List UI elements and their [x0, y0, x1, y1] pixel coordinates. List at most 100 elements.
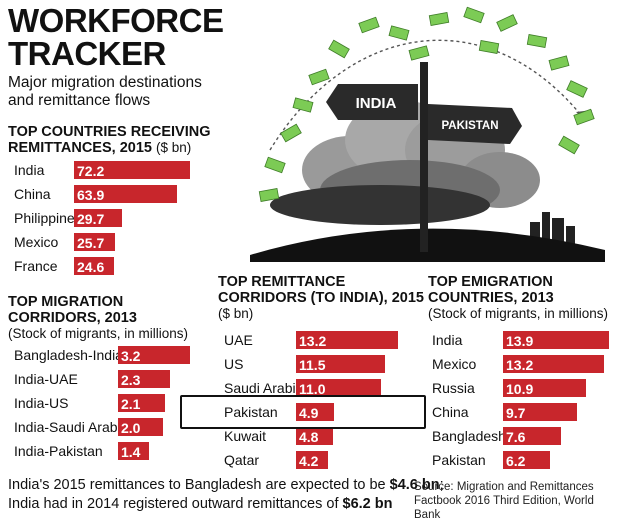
bar-label: India-US: [14, 395, 69, 411]
bar-value-label: 2.1: [121, 396, 141, 412]
bar: 72.2: [74, 161, 190, 179]
bar-value-label: 3.2: [121, 348, 141, 364]
bar: 13.2: [503, 355, 604, 373]
source-line-2: Factbook 2016 Third Edition, World Bank: [414, 495, 594, 521]
bar-label: India-Saudi Arabia: [14, 419, 129, 435]
bar-label: France: [14, 258, 58, 274]
bar-value-label: 2.3: [121, 372, 141, 388]
pakistan-highlight-box: [180, 395, 426, 429]
chart3-title-line-2: CORRIDORS (TO INDIA), 2015: [218, 290, 424, 306]
bar-label: Kuwait: [224, 428, 267, 444]
bar-value-label: 10.9: [506, 381, 534, 397]
bar-label: Russia: [432, 380, 475, 396]
bar: 11.0: [296, 379, 381, 397]
bar-value-label: 24.6: [77, 259, 105, 275]
bar-value-label: 13.2: [506, 357, 534, 373]
footer-line-1-end: ;: [439, 477, 444, 493]
bar: 9.7: [503, 403, 577, 421]
chart3-unit: ($ bn): [218, 306, 254, 321]
chart1-title-line-2: REMITTANCES, 2015: [8, 140, 152, 156]
bar: 29.7: [74, 209, 122, 227]
bar-label: India: [432, 332, 463, 348]
bar-value-label: 1.4: [121, 444, 141, 460]
chart4-unit: (Stock of migrants, in millions): [428, 306, 609, 321]
flow-arc: [269, 39, 586, 151]
bar-label: UAE: [224, 332, 253, 348]
bar-value-label: 4.8: [299, 429, 319, 445]
bar: 4.8: [296, 427, 333, 445]
bar-value-label: 29.7: [77, 211, 105, 227]
bar: 2.0: [118, 418, 163, 436]
bar-label: Pakistan: [432, 452, 486, 468]
chart1-title: TOP COUNTRIES RECEIVING REMITTANCES, 201…: [8, 124, 211, 156]
subtitle-line-1: Major migration destinations: [8, 74, 202, 91]
footer-line-1: India's 2015 remittances to Bangladesh a…: [8, 476, 444, 495]
bar-value-label: 11.5: [299, 357, 326, 373]
title-line-1: WORKFORCE: [8, 2, 224, 39]
sign-india-label: INDIA: [356, 95, 397, 112]
footer-line-1-amount: $4.6 bn: [389, 477, 440, 493]
signpost-illustration: INDIA PAKISTAN: [250, 6, 605, 262]
chart3-title: TOP REMITTANCE CORRIDORS (TO INDIA), 201…: [218, 274, 424, 306]
bar-label: China: [14, 186, 51, 202]
bar-label: US: [224, 356, 244, 372]
subtitle: Major migration destinations and remitta…: [8, 74, 202, 110]
chart2-title: TOP MIGRATION CORRIDORS, 2013: [8, 294, 137, 326]
bar-label: Bangladesh-India: [14, 347, 123, 363]
bar-label: Mexico: [14, 234, 59, 250]
bar-value-label: 7.6: [506, 429, 526, 445]
chart1-title-line-1: TOP COUNTRIES RECEIVING: [8, 124, 211, 140]
bar-value-label: 13.2: [299, 333, 327, 349]
bar-label: Philippines: [14, 210, 82, 226]
bar-value-label: 72.2: [77, 163, 105, 179]
chart1-title-line-2-wrap: REMITTANCES, 2015 ($ bn): [8, 140, 211, 156]
title-line-2: TRACKER: [8, 35, 166, 72]
bar: 13.9: [503, 331, 609, 349]
bar: 6.2: [503, 451, 550, 469]
bar-label: India-UAE: [14, 371, 78, 387]
source-line-1: Source: Migration and Remittances: [414, 481, 594, 493]
footer-line-1-text: India's 2015 remittances to Bangladesh a…: [8, 477, 390, 493]
bar: 13.2: [296, 331, 398, 349]
sign-pakistan-label: PAKISTAN: [441, 120, 498, 132]
footer-line-2-amount: $6.2 bn: [342, 496, 393, 512]
bar-value-label: 63.9: [77, 187, 105, 203]
bar: 4.9: [296, 403, 334, 421]
bar: 63.9: [74, 185, 177, 203]
footer-line-2: India had in 2014 registered outward rem…: [8, 495, 444, 514]
bar-label: India-Pakistan: [14, 443, 103, 459]
bar-label: Bangladesh: [432, 428, 506, 444]
footer-line-2-text: India had in 2014 registered outward rem…: [8, 496, 343, 512]
banknote-icons: [258, 6, 595, 202]
bar: 7.6: [503, 427, 561, 445]
sign-pakistan: PAKISTAN: [428, 104, 522, 144]
bar: 1.4: [118, 442, 149, 460]
bar: 11.5: [296, 355, 385, 373]
page-title: WORKFORCE TRACKER: [8, 2, 224, 72]
bar-label: Pakistan: [224, 404, 278, 420]
bar-label: Saudi Arabia: [224, 380, 304, 396]
bar-label: Mexico: [432, 356, 477, 372]
bar-value-label: 4.2: [299, 453, 319, 469]
bar-value-label: 9.7: [506, 405, 526, 421]
chart2-unit: (Stock of migrants, in millions): [8, 326, 189, 341]
bar-value-label: 11.0: [299, 381, 326, 397]
bar: 2.1: [118, 394, 165, 412]
bar-value-label: 6.2: [506, 453, 526, 469]
bar: 10.9: [503, 379, 586, 397]
bar: 4.2: [296, 451, 328, 469]
chart2-title-line-2: CORRIDORS, 2013: [8, 310, 137, 326]
bar: 3.2: [118, 346, 190, 364]
footer-note: India's 2015 remittances to Bangladesh a…: [8, 476, 444, 514]
chart4-title: TOP EMIGRATION COUNTRIES, 2013: [428, 274, 554, 306]
bar: 2.3: [118, 370, 170, 388]
bar-value-label: 25.7: [77, 235, 105, 251]
bar-label: China: [432, 404, 469, 420]
chart4-title-line-2: COUNTRIES, 2013: [428, 290, 554, 306]
bar: 25.7: [74, 233, 115, 251]
sign-pole: [420, 62, 428, 252]
chart3-title-line-1: TOP REMITTANCE: [218, 274, 346, 290]
chart1-unit: ($ bn): [156, 140, 192, 155]
chart4-title-line-1: TOP EMIGRATION: [428, 274, 553, 290]
bar-value-label: 13.9: [506, 333, 534, 349]
